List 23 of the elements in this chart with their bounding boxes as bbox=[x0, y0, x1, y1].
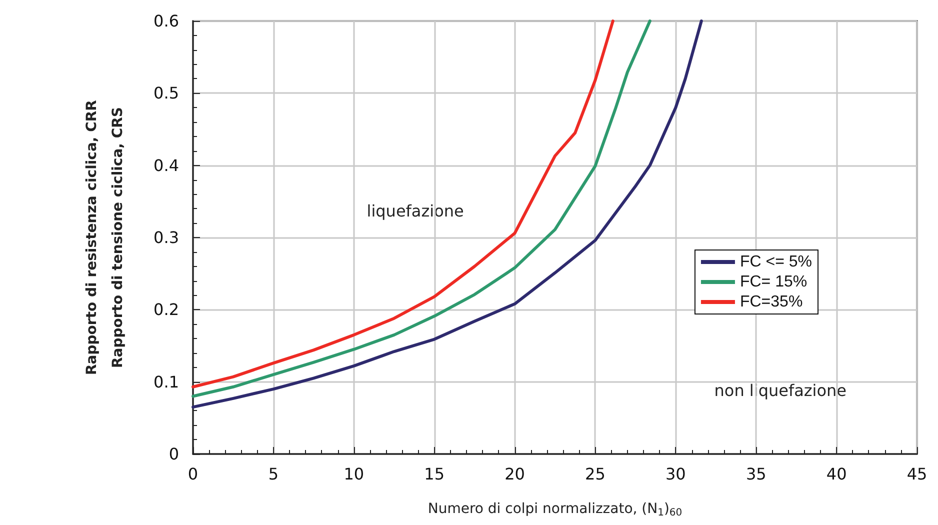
x-tick-label: 35 bbox=[746, 464, 766, 484]
x-tick-label: 30 bbox=[665, 464, 686, 484]
y-tick-label: 0.2 bbox=[154, 300, 179, 320]
x-tick-label: 40 bbox=[826, 464, 847, 484]
x-tick-label: 15 bbox=[424, 464, 445, 484]
x-tick-label: 45 bbox=[906, 464, 928, 484]
y-tick-label: 0.1 bbox=[154, 372, 179, 392]
y-tick-label: 0.6 bbox=[154, 12, 179, 30]
legend-label: FC <= 5% bbox=[740, 254, 812, 270]
y-axis-title: Rapporto di resistenza ciclica, CRR Rapporto di tensione ciclica, CRS bbox=[84, 100, 126, 375]
y-tick-label: 0.3 bbox=[154, 228, 179, 247]
x-tick-label: 10 bbox=[344, 464, 364, 484]
x-tick-label: 25 bbox=[585, 464, 606, 484]
legend-label: FC= 15% bbox=[740, 274, 808, 290]
annotation: non liquefazione bbox=[714, 381, 847, 400]
annotation: liquefazione bbox=[366, 201, 464, 220]
x-tick-label: 5 bbox=[268, 464, 279, 484]
x-tick-label: 20 bbox=[504, 464, 525, 484]
y-tick-label: 0 bbox=[168, 444, 179, 464]
legend-label: FC=35% bbox=[740, 294, 803, 310]
y-tick-label: 0.5 bbox=[154, 84, 179, 103]
y-tick-label: 0.4 bbox=[154, 156, 179, 175]
x-tick-label: 0 bbox=[188, 464, 198, 484]
